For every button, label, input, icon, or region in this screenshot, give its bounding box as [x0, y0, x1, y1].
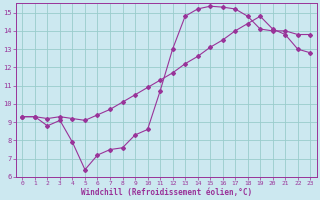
- X-axis label: Windchill (Refroidissement éolien,°C): Windchill (Refroidissement éolien,°C): [81, 188, 252, 197]
